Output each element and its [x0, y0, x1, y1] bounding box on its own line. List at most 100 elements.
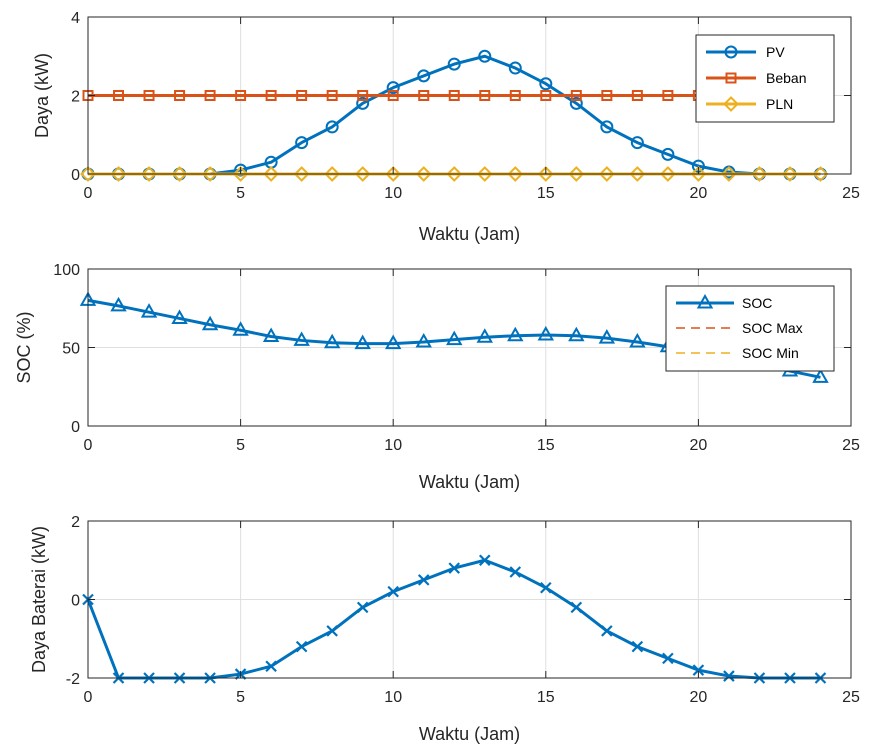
data-point	[568, 166, 585, 182]
data-point	[174, 90, 186, 101]
legend: SOC SOC Max SOC Min	[665, 285, 835, 372]
data-point	[723, 670, 735, 682]
x-tick-label: 10	[384, 437, 402, 454]
data-point	[598, 166, 615, 182]
x-tick-label: 20	[690, 689, 708, 706]
x-tick-label: 0	[84, 437, 93, 454]
data-point	[357, 90, 369, 101]
legend-entry: PLN	[766, 96, 793, 112]
data-point	[232, 321, 249, 336]
data-point	[110, 166, 127, 182]
data-point	[324, 166, 341, 182]
legend-marker	[723, 96, 739, 112]
data-point	[508, 61, 522, 75]
data-point	[537, 166, 554, 182]
y-axis-label: Daya (kW)	[32, 53, 52, 138]
x-tick-label: 25	[842, 185, 860, 202]
x-tick-label: 5	[236, 689, 245, 706]
data-point	[265, 660, 277, 673]
data-point	[293, 166, 310, 182]
data-point	[386, 81, 400, 95]
data-point	[262, 327, 280, 343]
data-point	[598, 329, 616, 344]
data-point	[265, 90, 277, 101]
x-tick-label: 0	[84, 689, 93, 706]
data-point	[356, 601, 369, 614]
data-point	[418, 90, 430, 101]
data-point	[446, 330, 463, 346]
y-tick-label: 0	[71, 167, 80, 184]
data-point	[354, 334, 371, 350]
x-tick-label: 15	[537, 437, 555, 454]
data-point	[692, 664, 705, 676]
data-point	[662, 90, 674, 101]
data-point	[690, 166, 707, 182]
data-point	[570, 90, 582, 101]
data-point	[629, 166, 646, 182]
data-point	[812, 368, 829, 383]
data-point	[293, 331, 310, 346]
data-point	[509, 90, 521, 101]
data-point	[447, 57, 461, 71]
y-tick-label: -2	[66, 671, 80, 688]
data-point	[204, 90, 216, 101]
x-axis-label: Waktu (Jam)	[419, 724, 520, 744]
x-axis-label: Waktu (Jam)	[419, 472, 520, 492]
data-point	[601, 625, 613, 637]
data-point	[476, 328, 493, 343]
data-point	[539, 77, 553, 91]
data-point	[110, 296, 127, 312]
data-point	[476, 166, 493, 182]
legend-entry: Beban	[766, 70, 806, 86]
x-tick-label: 20	[690, 437, 708, 454]
data-point	[235, 90, 247, 101]
data-point	[171, 309, 188, 324]
data-point	[662, 652, 674, 665]
data-point	[415, 166, 432, 182]
data-point	[80, 166, 96, 182]
data-point	[295, 640, 308, 653]
data-point	[478, 49, 492, 63]
data-point	[296, 90, 308, 101]
y-tick-label: 0	[71, 419, 80, 436]
data-point	[171, 166, 188, 182]
data-point	[479, 90, 491, 101]
data-point	[356, 96, 370, 110]
data-point	[540, 581, 552, 594]
y-axis-label: Daya Baterai (kW)	[29, 526, 49, 673]
data-point	[417, 69, 431, 83]
y-tick-label: 100	[53, 262, 80, 279]
data-point	[234, 163, 248, 177]
data-point	[415, 332, 432, 348]
subplot-1: 0 5 10 15 20 25 0 2 4 Waktu (Jam) Daya (kW) PV Beban…	[32, 10, 860, 244]
legend: PV Beban PLN	[695, 34, 835, 123]
y-axis-label: SOC (%)	[14, 312, 34, 384]
y-tick-label: 2	[71, 89, 80, 106]
data-point	[140, 303, 158, 318]
data-point	[568, 326, 585, 342]
x-tick-label: 5	[236, 185, 245, 202]
data-point	[600, 120, 614, 134]
x-tick-label: 5	[236, 437, 245, 454]
legend-marker	[696, 293, 714, 309]
legend-marker	[724, 45, 738, 59]
data-point	[631, 90, 643, 101]
x-tick-label: 25	[842, 437, 860, 454]
data-point	[507, 166, 524, 182]
data-point	[201, 315, 219, 331]
data-point	[570, 601, 583, 614]
y-tick-label: 2	[71, 514, 80, 531]
data-point	[478, 554, 491, 567]
x-tick-label: 15	[537, 689, 555, 706]
x-tick-label: 25	[842, 689, 860, 706]
data-point	[630, 136, 644, 150]
data-point	[232, 166, 249, 182]
legend-entry: SOC	[742, 295, 772, 311]
legend-entry: PV	[766, 44, 785, 60]
data-point	[385, 166, 402, 182]
data-point	[202, 166, 218, 182]
data-point	[384, 334, 402, 350]
